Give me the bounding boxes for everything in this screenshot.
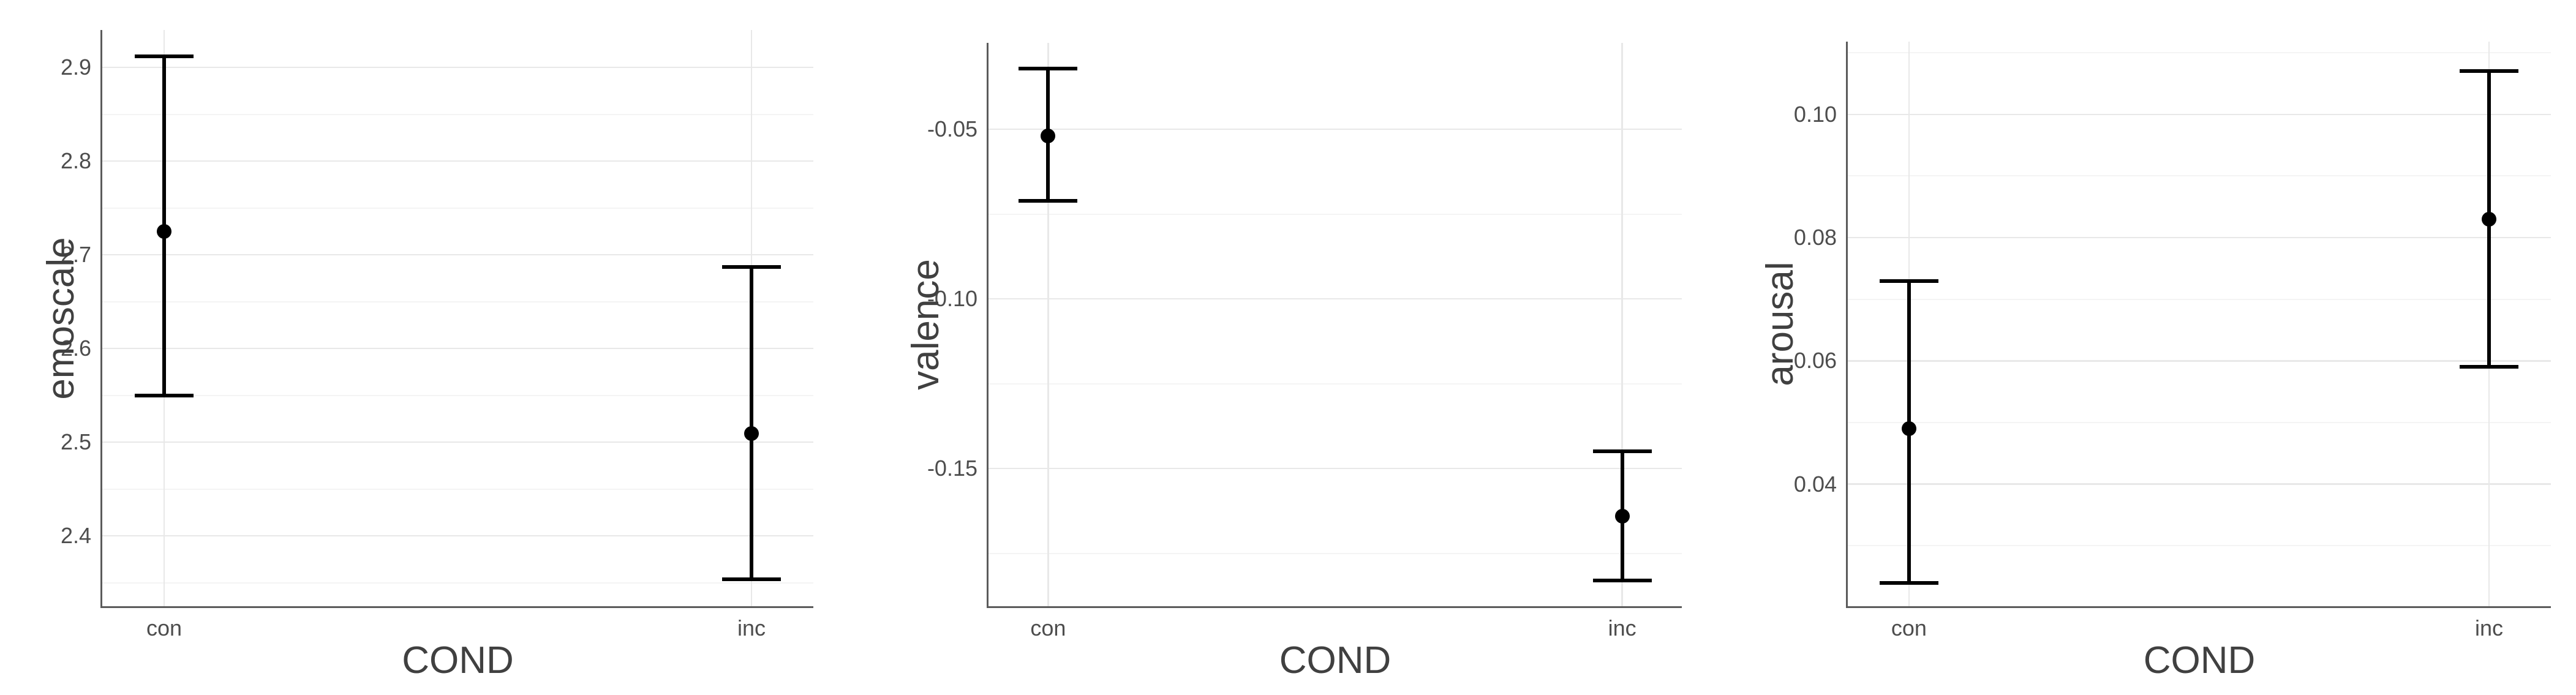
error-bar-cap-bottom: [2459, 365, 2518, 369]
y-tick-label: 2.9: [60, 54, 91, 80]
y-tick-label: 0.04: [1793, 471, 1837, 497]
error-bar-cap-top: [1019, 66, 1078, 70]
gridline-major-y: [1848, 113, 2551, 116]
x-axis-line: [100, 606, 813, 608]
gridline-minor-y: [102, 488, 813, 490]
y-tick-label: 2.5: [60, 429, 91, 455]
gridline-minor-y: [989, 213, 1682, 215]
y-tick-label: 2.4: [60, 523, 91, 549]
y-tick-label: 0.10: [1793, 101, 1837, 127]
y-tick-label: 2.6: [60, 336, 91, 361]
x-tick-label: inc: [2474, 615, 2503, 641]
gridline-major-y: [102, 535, 813, 537]
gridline-minor-y: [989, 383, 1682, 385]
y-tick-label: 2.8: [60, 148, 91, 174]
point-mean-dot: [1614, 508, 1630, 524]
gridline-major-y: [1848, 483, 2551, 485]
gridline-major-y: [1848, 236, 2551, 239]
error-bar-line: [749, 267, 753, 579]
gridline-minor-y: [1848, 52, 2551, 54]
x-axis-line: [1846, 606, 2551, 608]
error-bar-cap-top: [135, 54, 194, 58]
y-axis-title: arousal: [1759, 261, 1801, 386]
x-tick-label: inc: [1608, 615, 1636, 641]
point-mean-dot: [744, 426, 759, 441]
error-bar-cap-top: [1879, 279, 1938, 283]
point-mean-dot: [157, 224, 171, 239]
gridline-minor-y: [102, 582, 813, 584]
gridline-major-y: [1848, 360, 2551, 362]
error-bar-cap-bottom: [721, 577, 781, 581]
x-axis-title: COND: [2143, 639, 2256, 682]
error-bar-cap-bottom: [1592, 578, 1652, 582]
gridline-major-y: [989, 128, 1682, 130]
x-tick-label: con: [1891, 615, 1927, 641]
y-axis-line: [987, 43, 989, 608]
y-tick-label: 2.7: [60, 242, 91, 268]
x-axis-title: COND: [1279, 639, 1392, 682]
gridline-minor-y: [102, 394, 813, 396]
gridline-minor-y: [989, 552, 1682, 554]
gridline-major-y: [989, 298, 1682, 300]
point-mean-dot: [2481, 211, 2496, 227]
x-axis-title: COND: [402, 639, 514, 682]
x-tick-label: inc: [737, 615, 766, 641]
y-tick-label: 0.06: [1793, 348, 1837, 374]
gridline-minor-y: [102, 113, 813, 115]
gridline-minor-y: [1848, 175, 2551, 177]
error-bar-cap-top: [2459, 69, 2518, 73]
gridline-major-x: [1621, 43, 1623, 606]
gridline-major-y: [102, 66, 813, 69]
x-tick-label: con: [1030, 615, 1066, 641]
y-axis-title: emoscale: [40, 236, 82, 400]
gridline-minor-y: [1848, 545, 2551, 547]
error-bar-cap-bottom: [1019, 198, 1078, 203]
point-mean-dot: [1041, 129, 1056, 144]
error-bar-cap-top: [721, 265, 781, 269]
y-axis-line: [100, 30, 102, 608]
gridline-minor-y: [1848, 422, 2551, 424]
y-tick-label: 0.08: [1793, 225, 1837, 250]
gridline-major-y: [102, 441, 813, 443]
gridline-minor-y: [102, 207, 813, 209]
error-bar-cap-top: [1592, 449, 1652, 454]
gridline-major-y: [989, 467, 1682, 470]
y-axis-line: [1846, 42, 1848, 608]
error-bar-cap-bottom: [1879, 580, 1938, 585]
gridline-major-x: [1047, 43, 1049, 606]
y-tick-label: -0.15: [927, 456, 977, 481]
point-mean-dot: [1901, 421, 1916, 437]
error-bar-cap-bottom: [135, 393, 194, 397]
y-axis-title: valence: [905, 259, 947, 390]
gridline-minor-y: [1848, 298, 2551, 300]
y-tick-label: -0.10: [927, 286, 977, 312]
gridline-major-y: [102, 347, 813, 350]
gridline-minor-y: [102, 301, 813, 302]
x-tick-label: con: [146, 615, 183, 641]
gridline-major-y: [102, 160, 813, 162]
x-axis-line: [987, 606, 1682, 608]
y-tick-label: -0.05: [927, 116, 977, 142]
gridline-major-y: [102, 254, 813, 256]
